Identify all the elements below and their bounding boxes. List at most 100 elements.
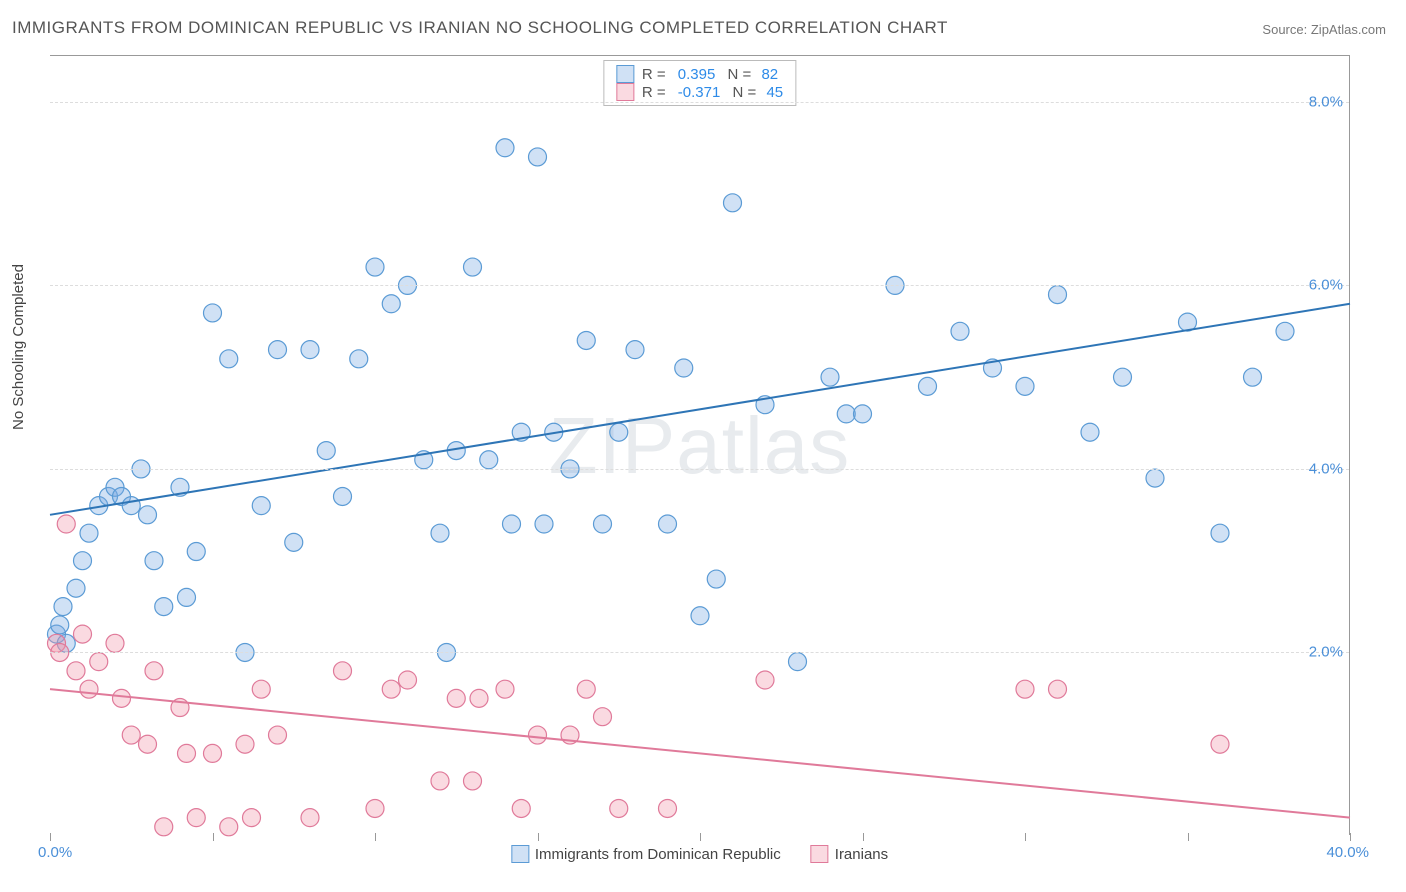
scatter-point [691, 607, 709, 625]
scatter-point [837, 405, 855, 423]
scatter-point [431, 772, 449, 790]
x-axis-min-label: 0.0% [38, 844, 72, 861]
scatter-point [724, 194, 742, 212]
scatter-point [285, 533, 303, 551]
scatter-point [1049, 286, 1067, 304]
gridline-h [50, 652, 1349, 653]
scatter-point [594, 708, 612, 726]
scatter-point [1114, 368, 1132, 386]
scatter-point [366, 799, 384, 817]
scatter-point [1211, 524, 1229, 542]
scatter-point [1016, 377, 1034, 395]
y-tick-label: 2.0% [1309, 644, 1343, 661]
source-label: Source: [1262, 22, 1307, 37]
scatter-point [301, 809, 319, 827]
scatter-point [496, 680, 514, 698]
scatter-point [1146, 469, 1164, 487]
legend-stats-row: R = -0.371 N = 45 [616, 83, 783, 101]
scatter-point [399, 671, 417, 689]
scatter-point [470, 689, 488, 707]
scatter-point [139, 735, 157, 753]
legend-series: Immigrants from Dominican Republic Irania… [511, 845, 888, 863]
scatter-point [1276, 322, 1294, 340]
x-tick-mark [1350, 833, 1351, 841]
legend-swatch [511, 845, 529, 863]
scatter-point [529, 726, 547, 744]
scatter-point [155, 598, 173, 616]
scatter-point [204, 744, 222, 762]
scatter-point [243, 809, 261, 827]
legend-stats-row: R = 0.395 N = 82 [616, 65, 783, 83]
x-tick-mark [213, 833, 214, 841]
scatter-point [366, 258, 384, 276]
scatter-point [145, 552, 163, 570]
scatter-point [919, 377, 937, 395]
scatter-point [529, 148, 547, 166]
legend-series-item: Iranians [811, 845, 888, 863]
scatter-point [106, 634, 124, 652]
scatter-point [503, 515, 521, 533]
scatter-point [269, 341, 287, 359]
legend-series-label: Immigrants from Dominican Republic [535, 846, 781, 863]
legend-series-item: Immigrants from Dominican Republic [511, 845, 781, 863]
scatter-point [480, 451, 498, 469]
plot-area: ZIPatlas R = 0.395 N = 82R = -0.371 N = … [50, 55, 1350, 835]
scatter-point [659, 515, 677, 533]
scatter-point [594, 515, 612, 533]
scatter-point [382, 295, 400, 313]
scatter-point [535, 515, 553, 533]
gridline-h [50, 102, 1349, 103]
chart-title: IMMIGRANTS FROM DOMINICAN REPUBLIC VS IR… [12, 18, 948, 38]
scatter-point [350, 350, 368, 368]
scatter-point [204, 304, 222, 322]
x-tick-mark [700, 833, 701, 841]
scatter-point [756, 671, 774, 689]
scatter-point [1081, 423, 1099, 441]
y-axis-label: No Schooling Completed [10, 264, 27, 430]
scatter-point [145, 662, 163, 680]
scatter-point [464, 258, 482, 276]
scatter-point [431, 524, 449, 542]
gridline-h [50, 285, 1349, 286]
scatter-point [610, 423, 628, 441]
scatter-point [447, 689, 465, 707]
scatter-point [626, 341, 644, 359]
scatter-point [675, 359, 693, 377]
legend-stat-text: R = -0.371 N = 45 [642, 84, 783, 101]
y-tick-label: 6.0% [1309, 277, 1343, 294]
x-axis-max-label: 40.0% [1326, 844, 1369, 861]
x-tick-mark [863, 833, 864, 841]
scatter-point [187, 543, 205, 561]
scatter-point [269, 726, 287, 744]
legend-swatch [616, 65, 634, 83]
scatter-point [1049, 680, 1067, 698]
scatter-point [334, 662, 352, 680]
scatter-point [80, 680, 98, 698]
scatter-point [707, 570, 725, 588]
scatter-point [789, 653, 807, 671]
scatter-point [317, 442, 335, 460]
scatter-point [187, 809, 205, 827]
scatter-point [334, 487, 352, 505]
x-tick-mark [538, 833, 539, 841]
legend-stat-text: R = 0.395 N = 82 [642, 66, 778, 83]
scatter-point [1244, 368, 1262, 386]
scatter-point [464, 772, 482, 790]
scatter-point [67, 662, 85, 680]
x-tick-mark [50, 833, 51, 841]
legend-series-label: Iranians [835, 846, 888, 863]
y-tick-label: 8.0% [1309, 93, 1343, 110]
scatter-point [122, 726, 140, 744]
scatter-point [139, 506, 157, 524]
legend-stats: R = 0.395 N = 82R = -0.371 N = 45 [603, 60, 796, 106]
x-tick-mark [1025, 833, 1026, 841]
scatter-point [236, 735, 254, 753]
scatter-point [178, 588, 196, 606]
scatter-point [122, 497, 140, 515]
scatter-point [155, 818, 173, 836]
scatter-point [74, 552, 92, 570]
y-tick-label: 4.0% [1309, 460, 1343, 477]
scatter-point [854, 405, 872, 423]
scatter-point [74, 625, 92, 643]
scatter-svg [50, 56, 1349, 835]
